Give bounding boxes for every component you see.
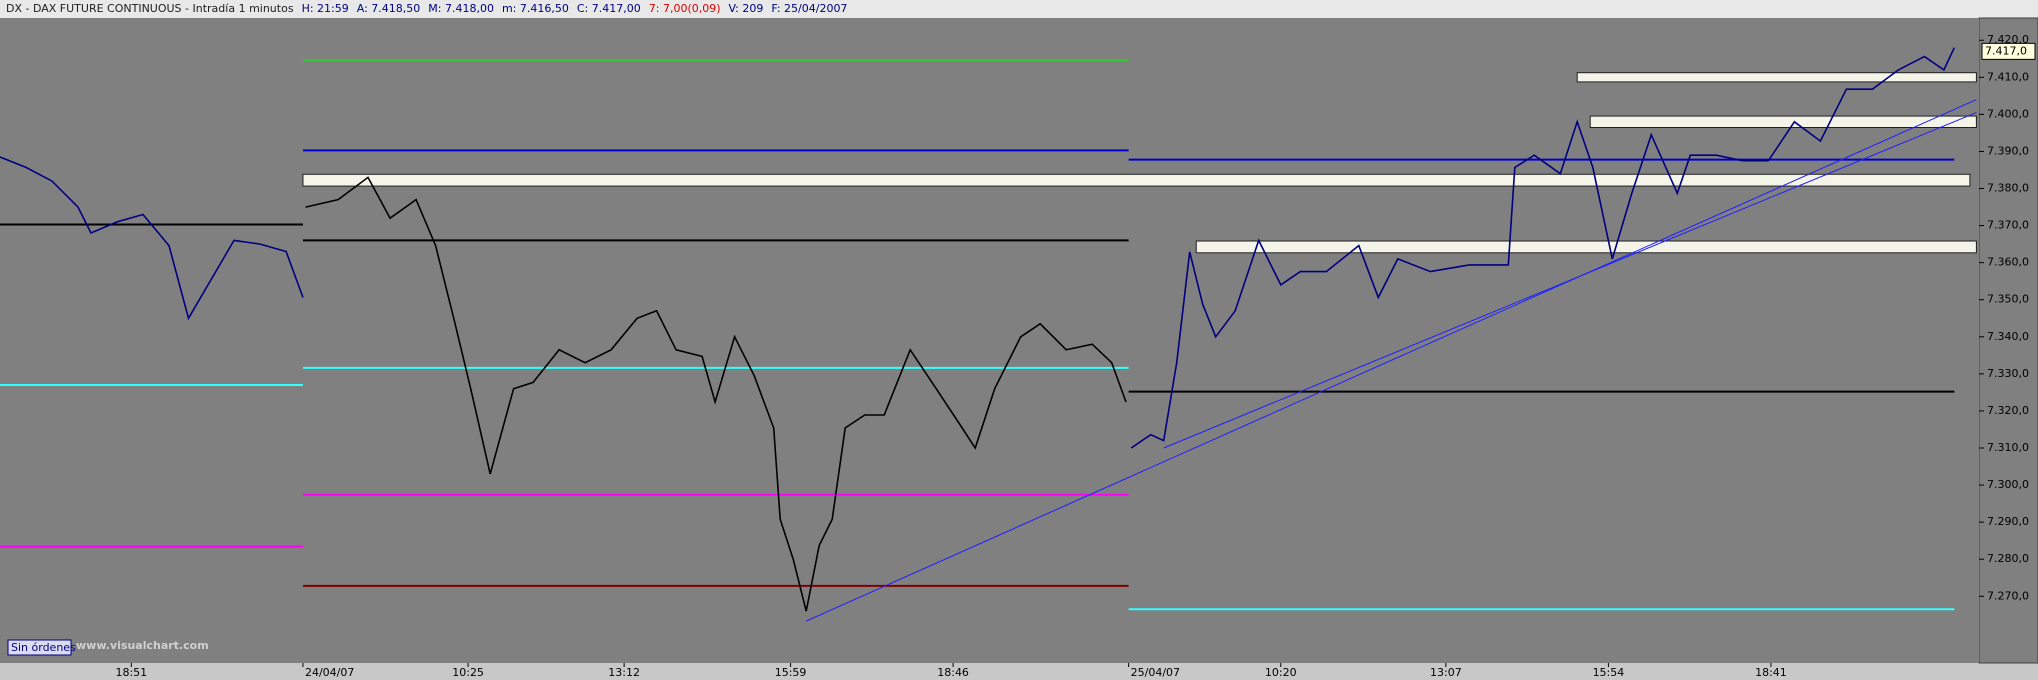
y-tick-label: 7.410,0: [1987, 70, 2029, 83]
y-tick-label: 7.360,0: [1987, 256, 2029, 269]
header-bar: [0, 0, 2038, 18]
header-text: F: 25/04/2007: [771, 2, 847, 15]
header-text: C: 7.417,00: [577, 2, 641, 15]
orders-button[interactable]: Sin órdenes: [7, 639, 76, 656]
header-text: A: 7.418,50: [357, 2, 421, 15]
zone: [302, 173, 1971, 187]
time-axis-bar: [0, 663, 2038, 680]
y-tick-label: 7.330,0: [1987, 367, 2029, 380]
price-axis: [1978, 17, 2038, 664]
y-tick-label: 7.300,0: [1987, 478, 2029, 491]
y-tick-label: 7.400,0: [1987, 107, 2029, 120]
x-tick-label: 24/04/07: [305, 666, 354, 679]
trend-line: [805, 99, 1977, 622]
y-tick-label: 7.270,0: [1987, 589, 2029, 602]
price-line: [305, 176, 1127, 612]
trend-line: [1163, 112, 1977, 449]
y-tick-label: 7.280,0: [1987, 552, 2029, 565]
watermark: www.visualchart.com: [76, 639, 209, 652]
y-tick-label: 7.350,0: [1987, 293, 2029, 306]
orders-button-label: Sin órdenes: [11, 641, 76, 654]
x-tick-label: 10:20: [1265, 666, 1297, 679]
orders-button-bg: [7, 639, 72, 656]
plot-area: [0, 18, 1979, 663]
y-tick-label: 7.320,0: [1987, 404, 2029, 417]
last-price-label: 7.417,0: [1985, 44, 2027, 57]
header-text: m: 7.416,50: [502, 2, 569, 15]
last-price-box: [1981, 42, 2036, 60]
y-tick-label: 7.310,0: [1987, 441, 2029, 454]
y-tick-label: 7.290,0: [1987, 515, 2029, 528]
x-tick-label: 18:46: [937, 666, 969, 679]
header-text: H: 21:59: [302, 2, 349, 15]
x-tick-label: 18:41: [1755, 666, 1787, 679]
x-tick-label: 13:07: [1430, 666, 1462, 679]
x-tick-label: 13:12: [608, 666, 640, 679]
zone: [1576, 72, 1977, 83]
y-tick-label: 7.370,0: [1987, 219, 2029, 232]
header-text: DX - DAX FUTURE CONTINUOUS - Intradía 1 …: [6, 2, 294, 15]
x-tick-label: 15:59: [775, 666, 807, 679]
price-line: [1130, 47, 1956, 449]
x-tick-label: 10:25: [452, 666, 484, 679]
y-tick-label: 7.390,0: [1987, 144, 2029, 157]
y-tick-label: 7.340,0: [1987, 330, 2029, 343]
x-tick-label: 25/04/07: [1131, 666, 1180, 679]
header-text: M: 7.418,00: [428, 2, 494, 15]
y-tick-label: 7.380,0: [1987, 182, 2029, 195]
x-tick-label: 15:54: [1593, 666, 1625, 679]
header-text: V: 209: [729, 2, 764, 15]
zone: [1589, 115, 1977, 128]
price-line: [0, 156, 304, 321]
x-tick-label: 18:51: [115, 666, 147, 679]
header-text: 7: 7,00(0,09): [649, 2, 721, 15]
zone: [1195, 240, 1977, 254]
